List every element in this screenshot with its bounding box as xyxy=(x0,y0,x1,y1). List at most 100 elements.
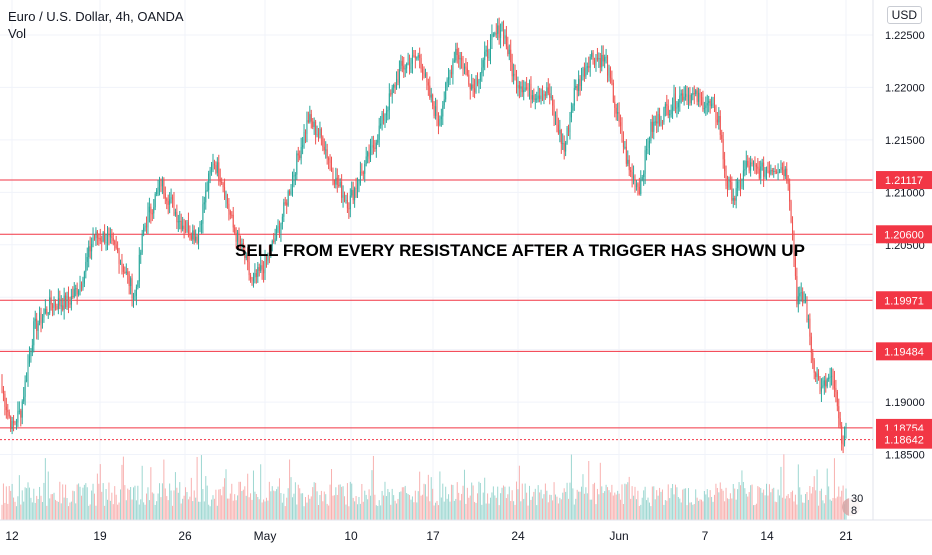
candle xyxy=(690,93,692,106)
candle-body xyxy=(841,425,843,444)
candle xyxy=(693,85,695,105)
candle xyxy=(435,97,437,120)
candle-body xyxy=(121,262,123,266)
candle xyxy=(338,174,340,188)
volume-bar xyxy=(753,505,755,520)
volume-bar xyxy=(264,501,266,520)
candle xyxy=(620,114,622,134)
volume-bar xyxy=(141,465,143,520)
volume-bar xyxy=(742,481,744,520)
candle-body xyxy=(796,276,798,305)
candle xyxy=(440,108,442,127)
candle-body xyxy=(594,59,596,66)
candle-body xyxy=(130,278,132,287)
candle-body xyxy=(99,237,101,241)
candle xyxy=(501,21,503,32)
volume-bar xyxy=(805,494,807,520)
candle xyxy=(101,235,103,252)
candle xyxy=(306,111,308,143)
volume-bar xyxy=(702,501,704,520)
candle xyxy=(794,252,796,280)
candle xyxy=(637,182,639,196)
candle-body xyxy=(436,106,438,120)
candle xyxy=(633,165,635,185)
candle-body xyxy=(59,298,61,306)
volume-bar xyxy=(244,486,246,520)
candle xyxy=(515,69,517,94)
volume-bar xyxy=(53,492,55,520)
volume-bar xyxy=(180,503,182,520)
tradingview-badge[interactable]: 30 8 xyxy=(838,492,872,517)
candle xyxy=(842,435,844,454)
volume-bar xyxy=(792,490,794,520)
volume-bar xyxy=(776,502,778,520)
candle xyxy=(507,36,509,57)
candle xyxy=(10,415,12,432)
volume-bar xyxy=(514,504,516,520)
volume-bar xyxy=(806,492,808,520)
candle-body xyxy=(300,146,302,159)
candle xyxy=(792,216,794,241)
volume-bar xyxy=(134,485,136,520)
candle xyxy=(793,230,795,268)
candle-body xyxy=(750,162,752,171)
price-tag-bg xyxy=(876,225,932,244)
currency-button[interactable]: USD xyxy=(886,6,922,24)
volume-bar xyxy=(420,495,422,520)
candle-body xyxy=(754,163,756,166)
candle-body xyxy=(41,317,43,324)
candle xyxy=(215,161,217,175)
candle-body xyxy=(715,106,717,120)
candle xyxy=(500,23,502,49)
volume-bar xyxy=(36,495,38,520)
volume-bar xyxy=(747,496,749,520)
candle-body xyxy=(105,241,107,243)
candle-body xyxy=(260,265,262,271)
volume-bar xyxy=(745,493,747,520)
candle xyxy=(388,83,390,120)
candle-body xyxy=(430,94,432,98)
candle-body xyxy=(166,198,168,201)
candle xyxy=(27,354,29,387)
candle-body xyxy=(212,163,214,165)
candle-body xyxy=(789,183,791,202)
volume-bar xyxy=(527,505,529,520)
candle xyxy=(844,426,846,447)
volume-bar xyxy=(346,483,348,520)
candle-body xyxy=(46,309,48,314)
volume-bar xyxy=(99,464,101,520)
candle-body xyxy=(768,170,770,175)
volume-bar xyxy=(300,493,302,520)
candle-body xyxy=(20,410,22,418)
candle-body xyxy=(656,121,658,124)
candle xyxy=(482,57,484,77)
volume-label[interactable]: Vol xyxy=(8,26,27,41)
candle xyxy=(354,186,356,208)
volume-bar xyxy=(229,493,231,520)
candle xyxy=(163,177,165,199)
volume-bar xyxy=(771,488,773,520)
candle xyxy=(289,189,291,196)
candle-body xyxy=(281,216,283,224)
volume-bar xyxy=(98,483,100,520)
candle xyxy=(24,375,26,406)
candle xyxy=(56,303,58,311)
symbol-title[interactable]: Euro / U.S. Dollar, 4h, OANDA xyxy=(8,9,184,24)
candle-body xyxy=(786,168,788,180)
candle xyxy=(345,194,347,204)
candle-body xyxy=(433,105,435,116)
candle xyxy=(151,209,153,222)
time-scale[interactable]: 12 19 26 May 10 17 24 Jun 7 14 21 xyxy=(5,529,853,543)
candle-body xyxy=(481,67,483,74)
volume-bar xyxy=(596,488,598,520)
candle xyxy=(581,67,583,91)
candle xyxy=(716,112,718,126)
candle-body xyxy=(273,240,275,242)
candle xyxy=(198,227,200,250)
candle-body xyxy=(391,87,393,95)
candle-body xyxy=(469,84,471,90)
candle-body xyxy=(290,188,292,195)
candle xyxy=(835,379,837,403)
